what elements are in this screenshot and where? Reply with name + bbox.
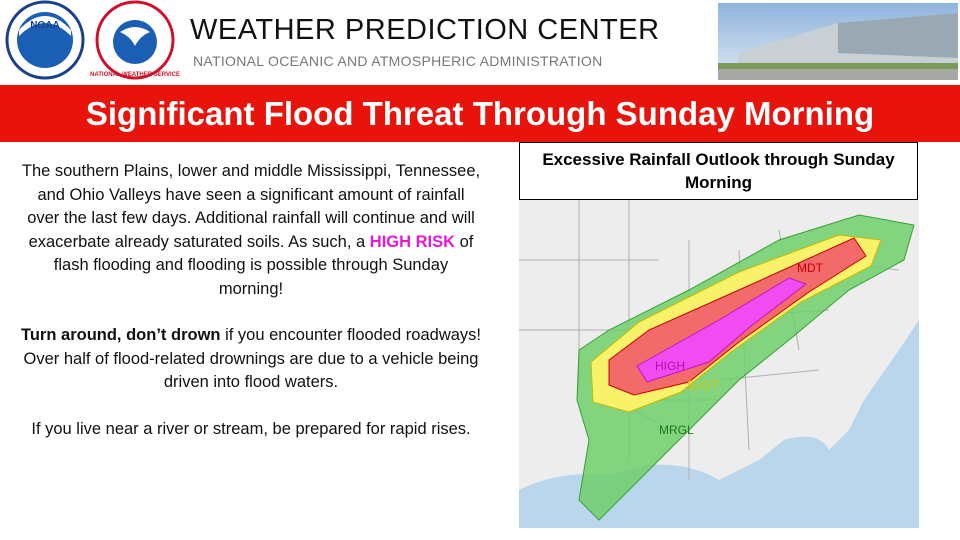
map-label: MDT	[797, 261, 824, 275]
building-photo	[718, 3, 958, 80]
map-label: HIGH	[655, 359, 685, 373]
paragraph: Turn around, don’t drown if you encounte…	[20, 324, 482, 395]
header-logos: NOAA NATIONAL WEATHER SERVICE	[5, 0, 180, 80]
paragraph: If you live near a river or stream, be p…	[20, 418, 482, 442]
nws-cloud	[120, 27, 150, 46]
high-risk: HIGH RISK	[369, 232, 456, 251]
text: The southern Plains, lower and middle Mi…	[21, 162, 481, 251]
title: WEATHER PREDICTION CENTER	[190, 14, 660, 46]
nws-text: NATIONAL WEATHER SERVICE	[90, 72, 180, 78]
emphasis: Turn around, don’t drown	[21, 326, 221, 344]
body-text: The southern Plains, lower and middle Mi…	[20, 160, 482, 464]
rainfall-map: MDT HIGH SLGT MRGL	[519, 200, 919, 528]
paragraph: The southern Plains, lower and middle Mi…	[20, 160, 482, 301]
noaa-text: NOAA	[30, 20, 59, 31]
text: of flash flooding and flooding is possib…	[53, 232, 474, 298]
map-label: SLGT	[687, 378, 719, 392]
map-title: Excessive Rainfall Outlook through Sunda…	[519, 142, 918, 200]
banner: Significant Flood Threat Through Sunday …	[0, 85, 960, 142]
high-area	[636, 277, 808, 383]
text: If you live near a river or stream, be p…	[31, 419, 471, 438]
map-label: MRGL	[659, 423, 694, 437]
noaa-gull	[19, 16, 71, 36]
mrgl-area	[576, 214, 915, 521]
subtitle: NATIONAL OCEANIC AND ATMOSPHERIC ADMINIS…	[193, 53, 603, 69]
text: if you encounter flooded roadways! Over …	[23, 326, 481, 391]
